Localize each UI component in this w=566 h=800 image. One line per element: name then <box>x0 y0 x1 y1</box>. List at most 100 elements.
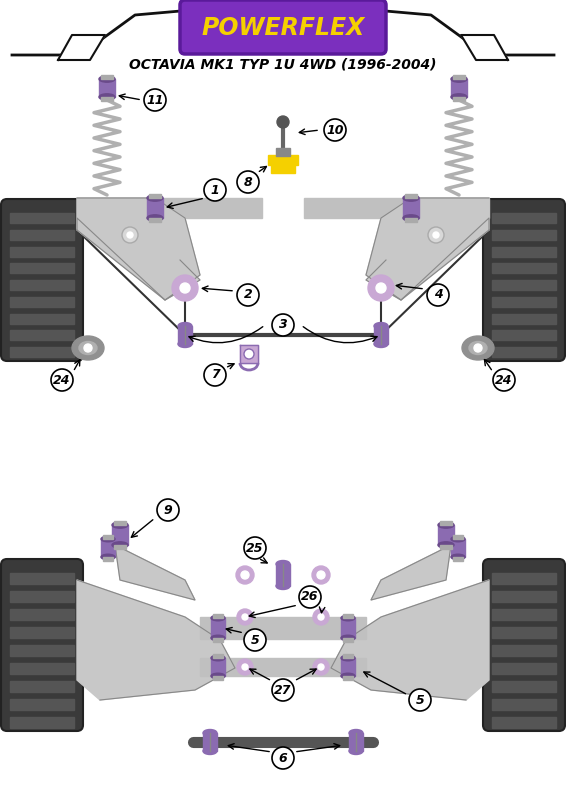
Bar <box>10 645 74 656</box>
Polygon shape <box>366 218 489 300</box>
Circle shape <box>237 284 259 306</box>
Ellipse shape <box>79 342 97 354</box>
Ellipse shape <box>451 76 467 82</box>
Bar <box>213 614 223 618</box>
Bar <box>492 681 556 692</box>
Bar <box>10 330 74 340</box>
Circle shape <box>241 571 249 579</box>
Circle shape <box>368 275 394 301</box>
Bar <box>10 609 74 620</box>
Circle shape <box>324 119 346 141</box>
Polygon shape <box>77 218 200 300</box>
Bar <box>453 535 463 539</box>
Bar <box>101 75 113 79</box>
Text: 26: 26 <box>301 590 319 603</box>
Bar <box>440 545 452 549</box>
Bar <box>343 676 353 680</box>
Bar <box>492 280 556 290</box>
Bar <box>203 733 217 751</box>
Text: 6: 6 <box>278 751 288 765</box>
Bar <box>271 165 295 173</box>
Bar <box>101 97 113 101</box>
Ellipse shape <box>276 561 290 567</box>
Bar <box>492 263 556 274</box>
Bar <box>10 263 74 274</box>
Bar <box>103 535 113 539</box>
Ellipse shape <box>101 536 115 542</box>
Ellipse shape <box>72 336 104 360</box>
Circle shape <box>237 659 253 675</box>
Bar <box>343 638 353 642</box>
Text: 24: 24 <box>495 374 513 386</box>
Ellipse shape <box>341 655 355 661</box>
Bar <box>213 676 223 680</box>
Ellipse shape <box>438 542 454 548</box>
Bar <box>492 627 556 638</box>
Bar <box>440 521 452 525</box>
Text: 24: 24 <box>53 374 71 386</box>
Polygon shape <box>240 345 258 363</box>
Bar <box>492 297 556 306</box>
Bar <box>343 614 353 618</box>
Circle shape <box>204 179 226 201</box>
Polygon shape <box>371 545 451 600</box>
Bar <box>213 638 223 642</box>
Ellipse shape <box>451 554 465 560</box>
Bar <box>211 658 225 676</box>
Bar <box>492 230 556 240</box>
Circle shape <box>313 659 329 675</box>
Bar <box>492 314 556 323</box>
Text: 9: 9 <box>164 503 173 517</box>
Text: OCTAVIA MK1 TYP 1U 4WD (1996-2004): OCTAVIA MK1 TYP 1U 4WD (1996-2004) <box>129 58 437 72</box>
Bar <box>99 79 115 97</box>
Circle shape <box>474 344 482 352</box>
Polygon shape <box>115 545 195 600</box>
Bar <box>178 326 192 344</box>
Bar <box>149 218 161 222</box>
Circle shape <box>433 232 439 238</box>
Polygon shape <box>366 198 489 300</box>
Circle shape <box>313 609 329 625</box>
Ellipse shape <box>211 655 225 661</box>
Ellipse shape <box>469 342 487 354</box>
Polygon shape <box>331 580 489 700</box>
Circle shape <box>272 314 294 336</box>
Ellipse shape <box>374 341 388 347</box>
Text: 10: 10 <box>326 123 344 137</box>
Ellipse shape <box>403 194 419 202</box>
Bar <box>10 717 74 728</box>
Bar <box>10 699 74 710</box>
Circle shape <box>242 664 248 670</box>
Ellipse shape <box>99 94 115 100</box>
FancyBboxPatch shape <box>483 199 565 361</box>
Circle shape <box>236 566 254 584</box>
Bar <box>149 194 161 198</box>
Bar <box>211 618 225 638</box>
Bar <box>10 627 74 638</box>
FancyBboxPatch shape <box>180 0 386 54</box>
Ellipse shape <box>374 322 388 330</box>
Bar <box>405 194 417 198</box>
Circle shape <box>244 629 266 651</box>
Ellipse shape <box>211 615 225 621</box>
FancyBboxPatch shape <box>483 559 565 731</box>
Polygon shape <box>461 35 508 60</box>
Bar <box>101 539 115 557</box>
Bar <box>103 557 113 561</box>
Ellipse shape <box>211 673 225 678</box>
Circle shape <box>84 344 92 352</box>
Ellipse shape <box>341 673 355 678</box>
Bar <box>341 618 355 638</box>
Bar <box>453 557 463 561</box>
Circle shape <box>318 614 324 620</box>
Text: 5: 5 <box>415 694 424 706</box>
Circle shape <box>317 571 325 579</box>
Ellipse shape <box>349 730 363 737</box>
Bar <box>453 97 465 101</box>
Bar <box>403 198 419 218</box>
Circle shape <box>204 364 226 386</box>
Bar <box>304 198 489 218</box>
Bar <box>492 246 556 257</box>
Bar <box>374 326 388 344</box>
Ellipse shape <box>112 522 128 528</box>
